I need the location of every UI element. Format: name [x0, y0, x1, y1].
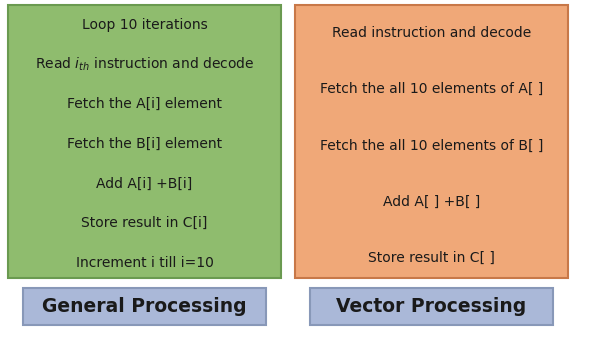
- Text: Fetch the B[i] element: Fetch the B[i] element: [67, 137, 222, 151]
- Text: Add A[i] +B[i]: Add A[i] +B[i]: [97, 177, 193, 191]
- Text: Fetch the all 10 elements of B[ ]: Fetch the all 10 elements of B[ ]: [320, 139, 543, 153]
- Text: Increment i till i=10: Increment i till i=10: [76, 256, 214, 270]
- Text: Store result in C[ ]: Store result in C[ ]: [368, 251, 495, 265]
- Text: Vector Processing: Vector Processing: [337, 297, 527, 316]
- Text: General Processing: General Processing: [42, 297, 247, 316]
- Text: Add A[ ] +B[ ]: Add A[ ] +B[ ]: [383, 195, 480, 209]
- Text: Read $i_{th}$ instruction and decode: Read $i_{th}$ instruction and decode: [35, 56, 254, 73]
- Text: Store result in C[i]: Store result in C[i]: [82, 216, 208, 230]
- FancyBboxPatch shape: [23, 288, 266, 325]
- Text: Fetch the all 10 elements of A[ ]: Fetch the all 10 elements of A[ ]: [320, 82, 543, 96]
- FancyBboxPatch shape: [8, 5, 281, 278]
- FancyBboxPatch shape: [295, 5, 568, 278]
- Text: Fetch the A[i] element: Fetch the A[i] element: [67, 97, 222, 111]
- Text: Loop 10 iterations: Loop 10 iterations: [82, 18, 208, 32]
- FancyBboxPatch shape: [310, 288, 553, 325]
- Text: Read instruction and decode: Read instruction and decode: [332, 26, 531, 40]
